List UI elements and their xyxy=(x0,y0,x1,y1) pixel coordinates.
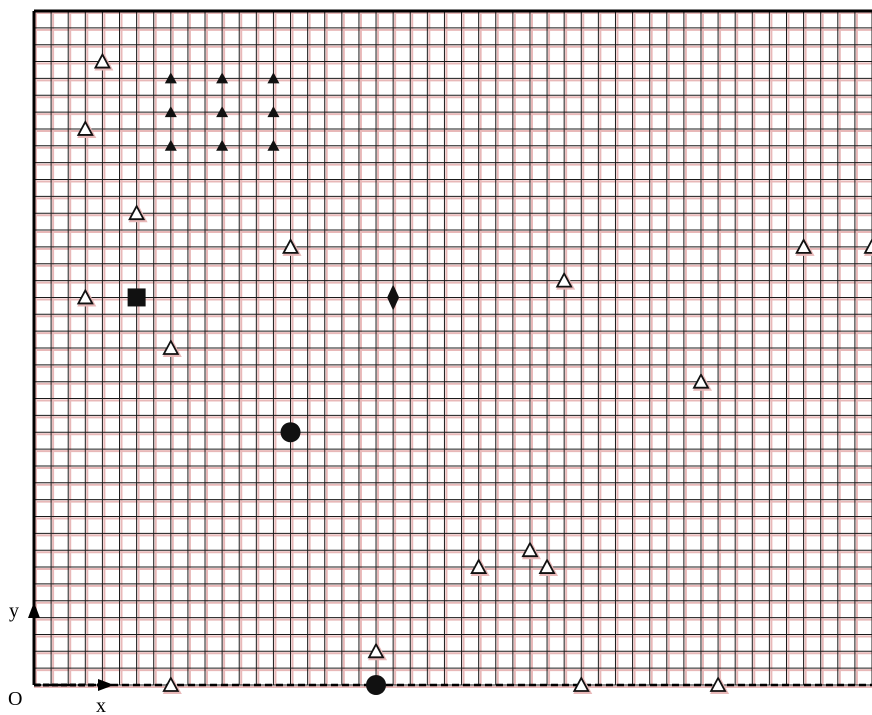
filled-circle-marker xyxy=(366,675,387,695)
origin-label: O xyxy=(8,688,22,710)
filled-triangle-marker xyxy=(164,106,177,118)
filled-triangle-marker xyxy=(267,72,280,84)
open-triangle-marker xyxy=(863,238,872,254)
coordinate-axes xyxy=(28,602,114,691)
x-axis-arrow-icon xyxy=(98,679,114,691)
open-triangle-marker xyxy=(128,204,146,221)
x-axis-label: x xyxy=(96,695,106,715)
open-triangle-marker xyxy=(76,120,94,136)
filled-triangle-marker xyxy=(216,106,229,118)
open-triangle-marker xyxy=(162,676,180,692)
grid-frame xyxy=(32,9,872,687)
filled-circle-marker xyxy=(280,422,301,443)
filled-triangle-marker xyxy=(267,106,280,118)
open-triangle-marker xyxy=(692,372,710,389)
open-triangle-marker xyxy=(162,339,180,355)
open-triangle-marker xyxy=(709,676,727,692)
open-triangle-marker xyxy=(367,642,385,659)
filled-triangle-marker xyxy=(267,139,280,151)
filled-diamond-marker xyxy=(387,284,400,311)
grid-lines xyxy=(33,10,872,686)
open-triangle-marker xyxy=(555,271,573,288)
open-triangle-marker xyxy=(795,238,813,254)
open-triangle-marker xyxy=(470,558,488,574)
markers-layer xyxy=(76,52,872,695)
filled-square-marker xyxy=(127,288,146,307)
open-triangle-marker xyxy=(538,558,556,574)
y-axis-label: y xyxy=(9,600,19,622)
open-triangle-marker xyxy=(93,52,111,69)
open-triangle-marker xyxy=(76,288,94,305)
open-triangle-marker xyxy=(572,676,590,692)
filled-triangle-marker xyxy=(216,72,229,84)
filled-triangle-marker xyxy=(216,139,229,151)
open-triangle-marker xyxy=(521,541,539,558)
y-axis-arrow-icon xyxy=(28,602,40,618)
filled-triangle-marker xyxy=(164,72,177,84)
filled-triangle-marker xyxy=(164,139,177,151)
open-triangle-marker xyxy=(282,238,300,254)
